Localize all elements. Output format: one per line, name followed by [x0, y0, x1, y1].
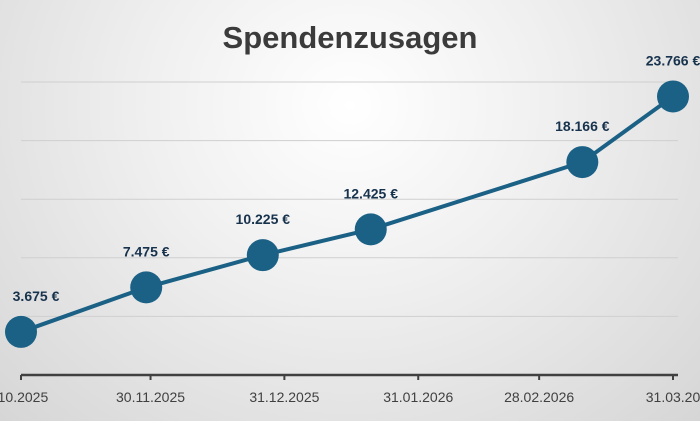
series-line — [20, 94, 675, 334]
chart-title: Spendenzusagen — [223, 20, 478, 55]
data-point — [566, 146, 599, 179]
data-label: 10.225 € — [236, 211, 291, 227]
x-tick-label: 31.01.2026 — [383, 389, 453, 405]
x-tick-label: .10.2025 — [0, 389, 48, 405]
data-label: 12.425 € — [343, 185, 398, 201]
x-tick-label: 31.03.20 — [646, 389, 700, 405]
data-label: 3.675 € — [13, 288, 60, 304]
data-point — [354, 213, 387, 246]
x-tick-label: 28.02.2026 — [504, 389, 574, 405]
data-point — [5, 315, 37, 348]
x-tick-label: 30.11.2025 — [116, 389, 185, 405]
data-label: 7.475 € — [123, 243, 170, 259]
data-label: 18.166 € — [555, 118, 610, 134]
data-point — [657, 80, 689, 113]
data-label: 23.766 € — [646, 52, 700, 68]
data-point — [246, 239, 279, 272]
data-point — [130, 271, 163, 304]
x-tick-label: 31.12.2025 — [249, 389, 319, 405]
